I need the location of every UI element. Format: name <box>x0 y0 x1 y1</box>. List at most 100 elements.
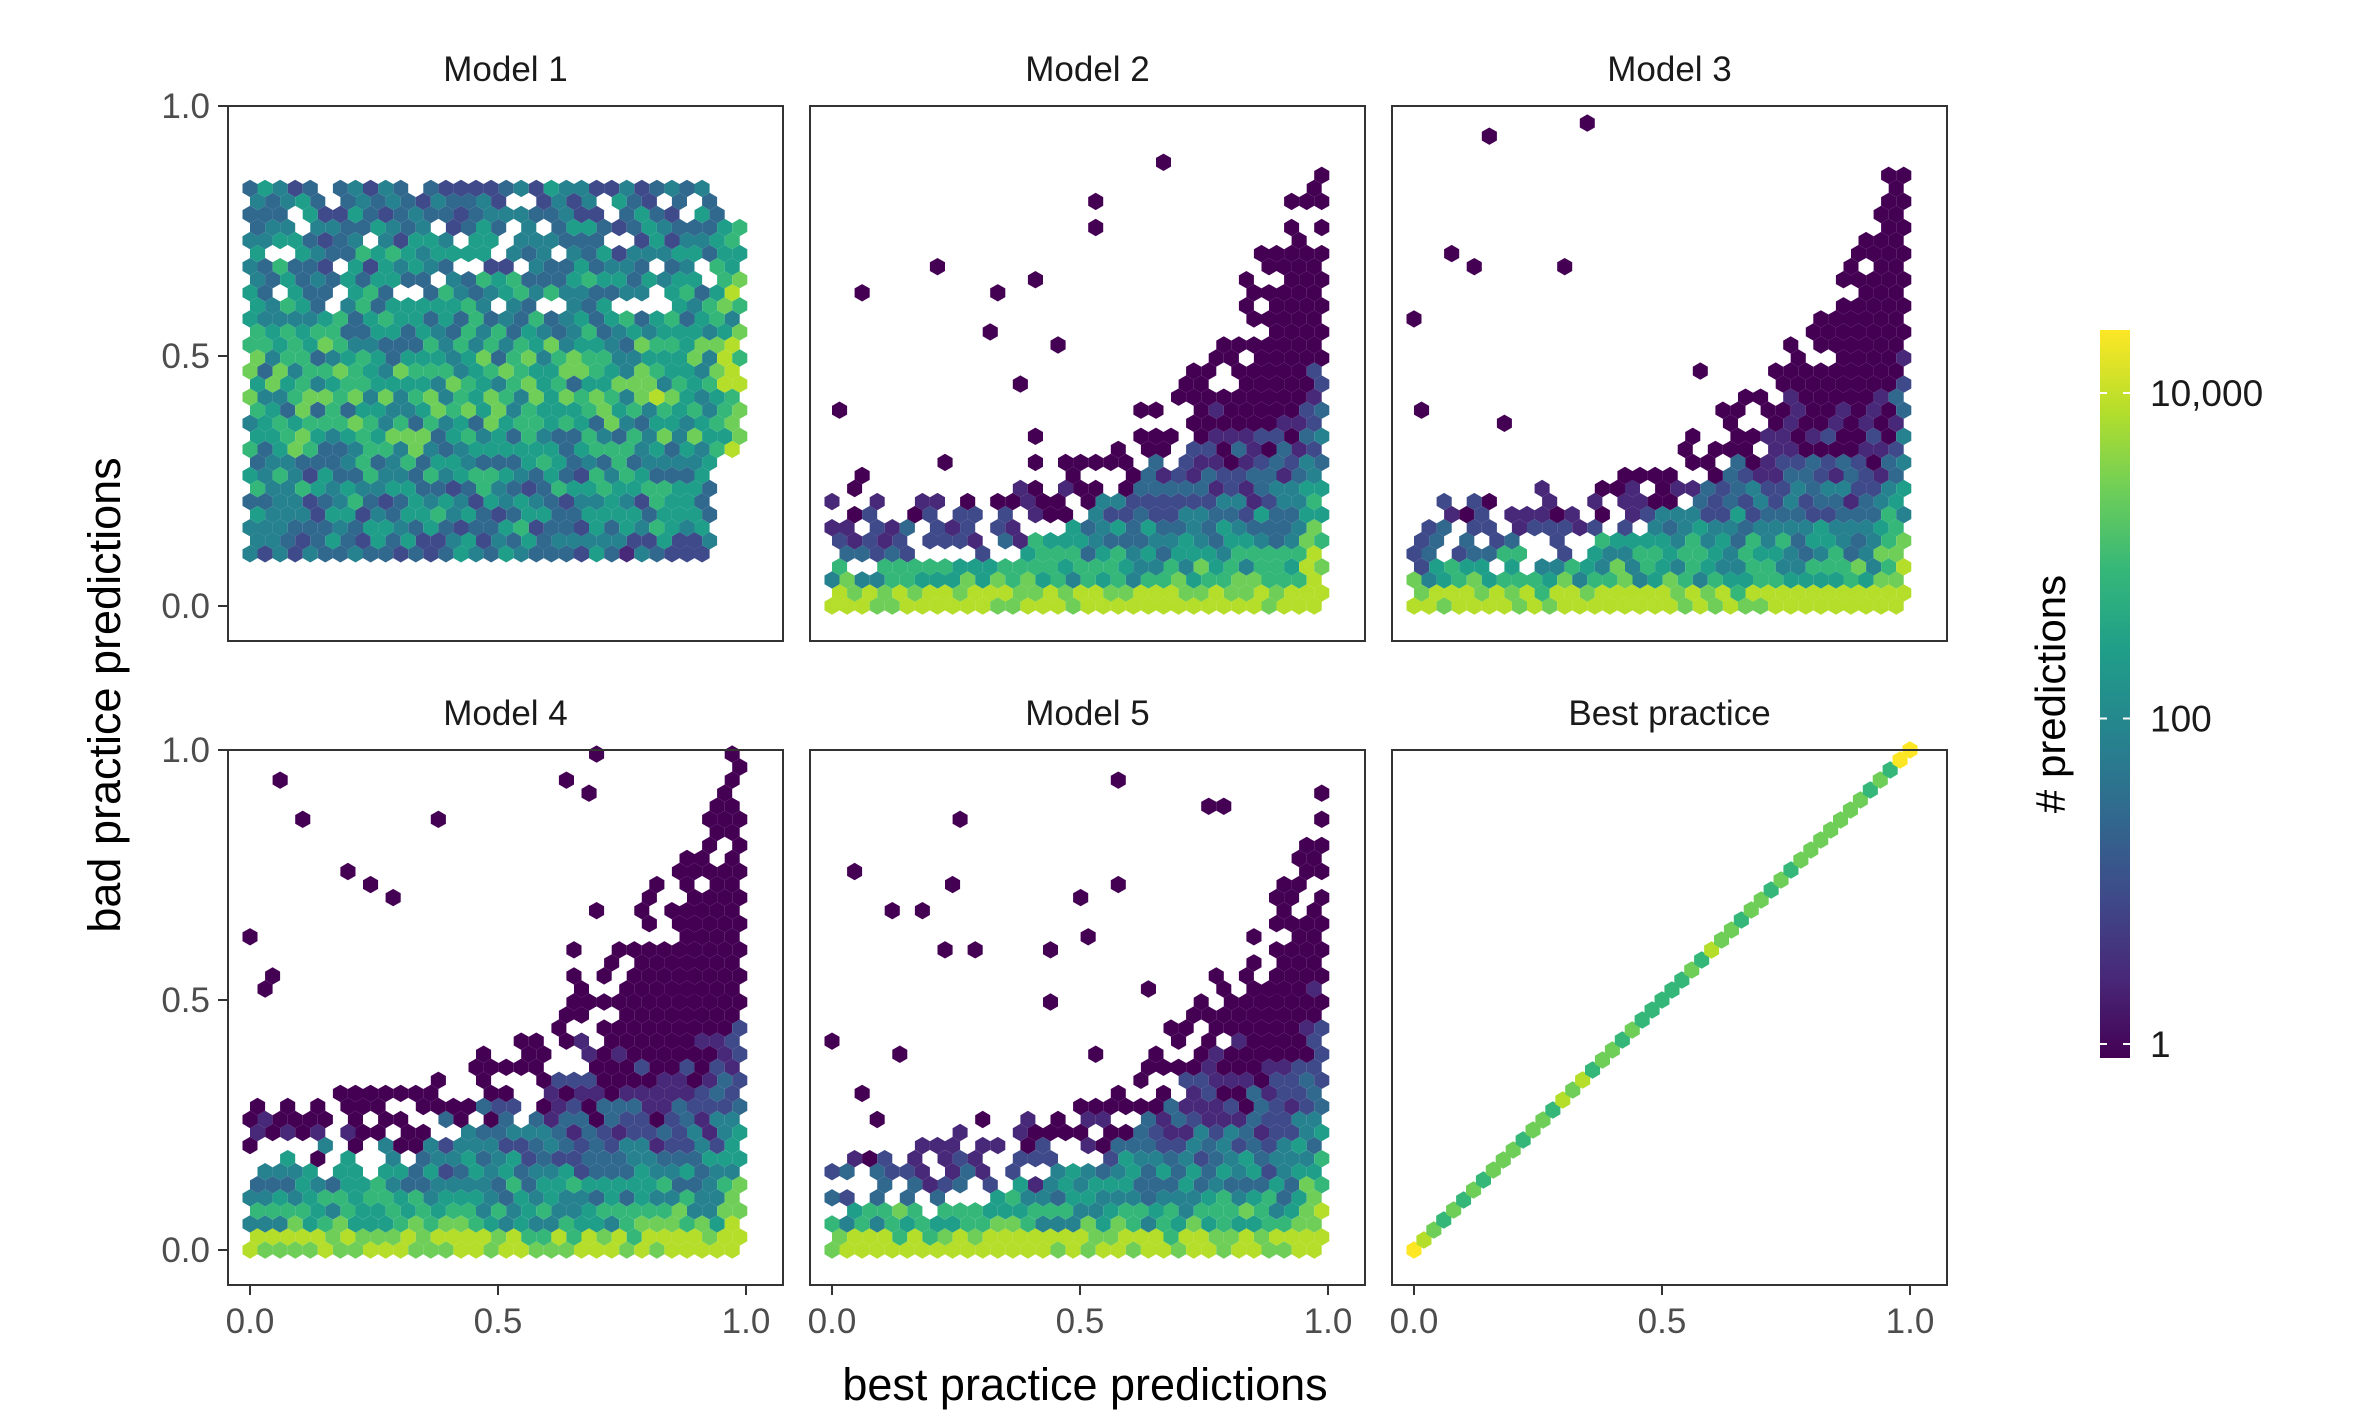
hex-cell <box>724 980 740 998</box>
hex-cell <box>574 519 589 537</box>
hex-cell <box>378 466 394 485</box>
hex-cell <box>491 532 507 550</box>
hex-cell <box>265 1176 281 1194</box>
hex-cell <box>498 1058 514 1076</box>
hex-cell <box>1489 532 1505 550</box>
hex-cell <box>1444 244 1460 263</box>
hex-cell <box>1269 1176 1285 1194</box>
hex-cell <box>295 479 311 498</box>
hex-cell <box>1261 1084 1277 1103</box>
hex-cell <box>1511 545 1527 563</box>
hex-cell <box>1118 1150 1134 1168</box>
hex-cell <box>1201 571 1217 589</box>
hex-cell <box>423 388 439 406</box>
hex-cell <box>724 849 740 868</box>
hex-cell <box>649 545 665 563</box>
hex-cell <box>370 192 386 211</box>
hex-cell <box>1291 597 1307 615</box>
hex-cell <box>302 284 318 302</box>
hex-cell <box>506 323 522 341</box>
hex-cell <box>877 1202 893 1220</box>
hex-cell <box>415 1097 431 1116</box>
hex-cell <box>641 375 657 393</box>
hex-cell <box>340 479 356 498</box>
hex-cell <box>1585 1061 1601 1079</box>
hex-cell <box>1858 231 1874 250</box>
hex-cell <box>566 941 582 959</box>
hex-cell <box>1276 336 1292 354</box>
hex-cell <box>641 1097 657 1116</box>
hex-cell <box>1805 453 1821 472</box>
hex-cell <box>732 810 748 828</box>
hex-cell <box>1640 532 1656 550</box>
hex-cell <box>1314 915 1330 933</box>
hex-cell <box>1080 1110 1096 1129</box>
hex-cell <box>558 414 574 432</box>
hex-cell <box>1269 1045 1285 1063</box>
panel-2: Model 2 <box>809 50 1366 642</box>
hex-cell <box>1813 545 1829 563</box>
hex-cell <box>702 349 718 367</box>
hex-cell <box>709 1163 725 1181</box>
hex-cell <box>1156 519 1171 537</box>
hex-cell <box>1888 414 1904 432</box>
hex-cell <box>461 1123 476 1142</box>
hex-cell <box>513 388 529 406</box>
hex-cell <box>1246 440 1262 459</box>
hex-cell <box>1050 336 1066 354</box>
hex-cell <box>892 1202 908 1220</box>
hex-cell <box>1835 584 1851 602</box>
hex-cell <box>498 388 514 406</box>
hex-cell <box>1223 1123 1239 1142</box>
hex-cell <box>1231 1084 1247 1103</box>
hex-cell <box>717 810 733 828</box>
hex-cell <box>1888 597 1904 615</box>
hex-cell <box>1866 505 1882 524</box>
hex-cell <box>634 362 650 380</box>
hex-cell <box>877 1150 893 1168</box>
hex-cell <box>551 349 567 367</box>
hex-cell <box>694 205 710 224</box>
hex-cell <box>1253 505 1269 524</box>
hex-cell <box>899 597 915 615</box>
hex-cell <box>415 244 431 263</box>
hex-cell <box>656 244 672 263</box>
hex-cell <box>558 362 574 380</box>
hex-cell <box>272 519 288 537</box>
hex-cell <box>468 1215 484 1233</box>
hex-cell <box>242 440 258 459</box>
hex-cell <box>1125 519 1141 537</box>
hex-cell <box>1133 401 1149 419</box>
hex-cell <box>1103 1228 1119 1246</box>
hex-cell <box>1677 519 1693 537</box>
hex-cell <box>355 349 371 367</box>
hex-cell <box>1866 323 1882 341</box>
hex-cell <box>1632 492 1648 511</box>
hex-cell <box>724 1241 740 1259</box>
hex-cell <box>724 1006 740 1024</box>
hex-cell <box>611 1071 627 1089</box>
hex-cell <box>990 571 1006 589</box>
hex-cell <box>641 323 657 341</box>
hex-cell <box>1835 505 1851 524</box>
hex-cell <box>1269 479 1285 498</box>
hex-cell <box>581 218 597 237</box>
hex-cell <box>922 558 938 576</box>
hex-cell <box>280 375 296 393</box>
hex-cell <box>702 862 718 881</box>
hex-cell <box>1790 349 1806 367</box>
hex-cell <box>1291 284 1307 302</box>
hex-cell <box>1730 584 1746 602</box>
hex-cell <box>1299 836 1315 855</box>
hex-cell <box>1133 532 1149 550</box>
hex-cell <box>626 1071 642 1089</box>
hex-cell <box>317 545 333 563</box>
hex-cell <box>604 954 620 972</box>
hex-cell <box>574 1136 589 1155</box>
hex-cell <box>899 571 915 589</box>
hex-cell <box>1314 1123 1330 1142</box>
hex-cell <box>664 1215 680 1233</box>
hex-cell <box>1504 505 1520 524</box>
hex-cell <box>325 532 341 550</box>
